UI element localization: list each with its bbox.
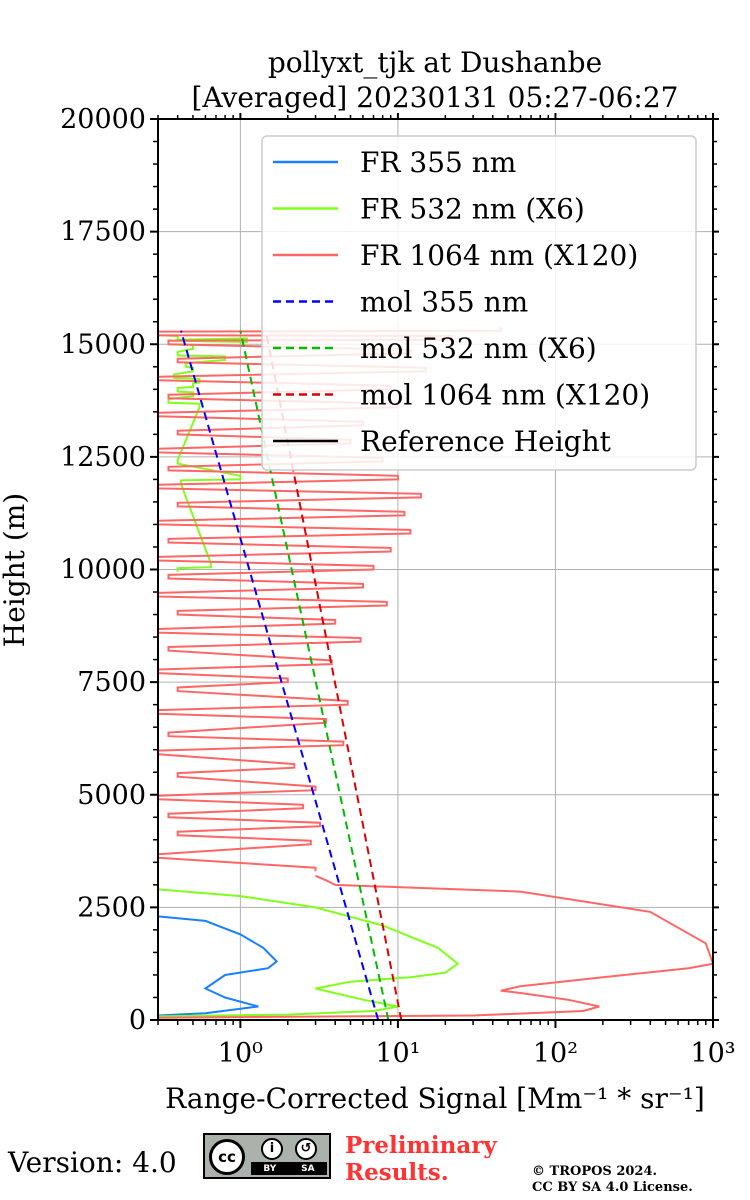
series-line-1 — [158, 888, 460, 1018]
copyright-notice: © TROPOS 2024. CC BY SA 4.0 License. — [532, 1164, 693, 1196]
y-tick-label: 2500 — [77, 892, 146, 923]
x-tick-label: 10² — [533, 1038, 578, 1069]
legend-label: mol 532 nm (X6) — [360, 332, 597, 365]
preliminary-line-2: Results. — [345, 1159, 449, 1186]
cc-by-label: BY — [263, 1163, 277, 1174]
legend-label: mol 1064 nm (X120) — [360, 379, 650, 412]
cc-license-badge: cc i ↺ BY SA — [203, 1133, 331, 1179]
x-tick-label: 10¹ — [375, 1038, 420, 1069]
series-line-0 — [158, 915, 279, 1017]
legend-box — [261, 135, 697, 471]
copyright-line-1: © TROPOS 2024. — [532, 1164, 658, 1179]
by-icon: i — [261, 1138, 283, 1160]
cc-sa-label: SA — [301, 1163, 315, 1174]
legend-label: mol 355 nm — [360, 286, 528, 319]
x-tick-label: 10⁰ — [218, 1038, 263, 1069]
version-label: Version: 4.0 — [8, 1146, 177, 1179]
legend-label: FR 1064 nm (X120) — [360, 239, 638, 272]
legend: FR 355 nm FR 532 nm (X6) FR 1064 nm (X120)… — [261, 135, 697, 471]
cc-strip: BY SA — [251, 1162, 327, 1175]
chart-figure: 0 2500 5000 7500 10000 12500 15000 17500 20000 10… — [0, 46, 736, 1115]
chart-title-line-1: pollyxt_tjk at Dushanbe — [268, 46, 602, 79]
y-tick-label: 7500 — [77, 667, 146, 698]
y-tick-label: 17500 — [60, 217, 146, 248]
legend-label: FR 532 nm (X6) — [360, 193, 585, 226]
y-axis-label: Height (m) — [0, 493, 31, 647]
y-tick-label: 12500 — [60, 442, 146, 473]
series-line-2 — [158, 874, 713, 1019]
series-line-3 — [180, 330, 380, 1020]
x-axis-label: Range-Corrected Signal [Mm⁻¹ * sr⁻¹] — [165, 1082, 705, 1115]
cc-logo-icon: cc — [209, 1139, 245, 1175]
chart-title-line-2: [Averaged] 20230131 05:27-06:27 — [192, 81, 679, 114]
preliminary-line-1: Preliminary — [345, 1132, 497, 1159]
copyright-line-2: CC BY SA 4.0 License. — [532, 1180, 693, 1195]
series-upper-1 — [158, 331, 248, 572]
legend-label: FR 355 nm — [360, 146, 516, 179]
y-tick-label: 15000 — [60, 329, 146, 360]
y-tick-label: 0 — [129, 1005, 146, 1036]
x-tick-label: 10³ — [690, 1038, 735, 1069]
sa-icon: ↺ — [295, 1138, 317, 1160]
legend-label: Reference Height — [360, 425, 612, 458]
y-tick-label: 10000 — [60, 555, 146, 586]
y-tick-label: 20000 — [60, 104, 146, 135]
preliminary-notice: Preliminary Results. — [345, 1132, 497, 1186]
y-tick-label: 5000 — [77, 780, 146, 811]
